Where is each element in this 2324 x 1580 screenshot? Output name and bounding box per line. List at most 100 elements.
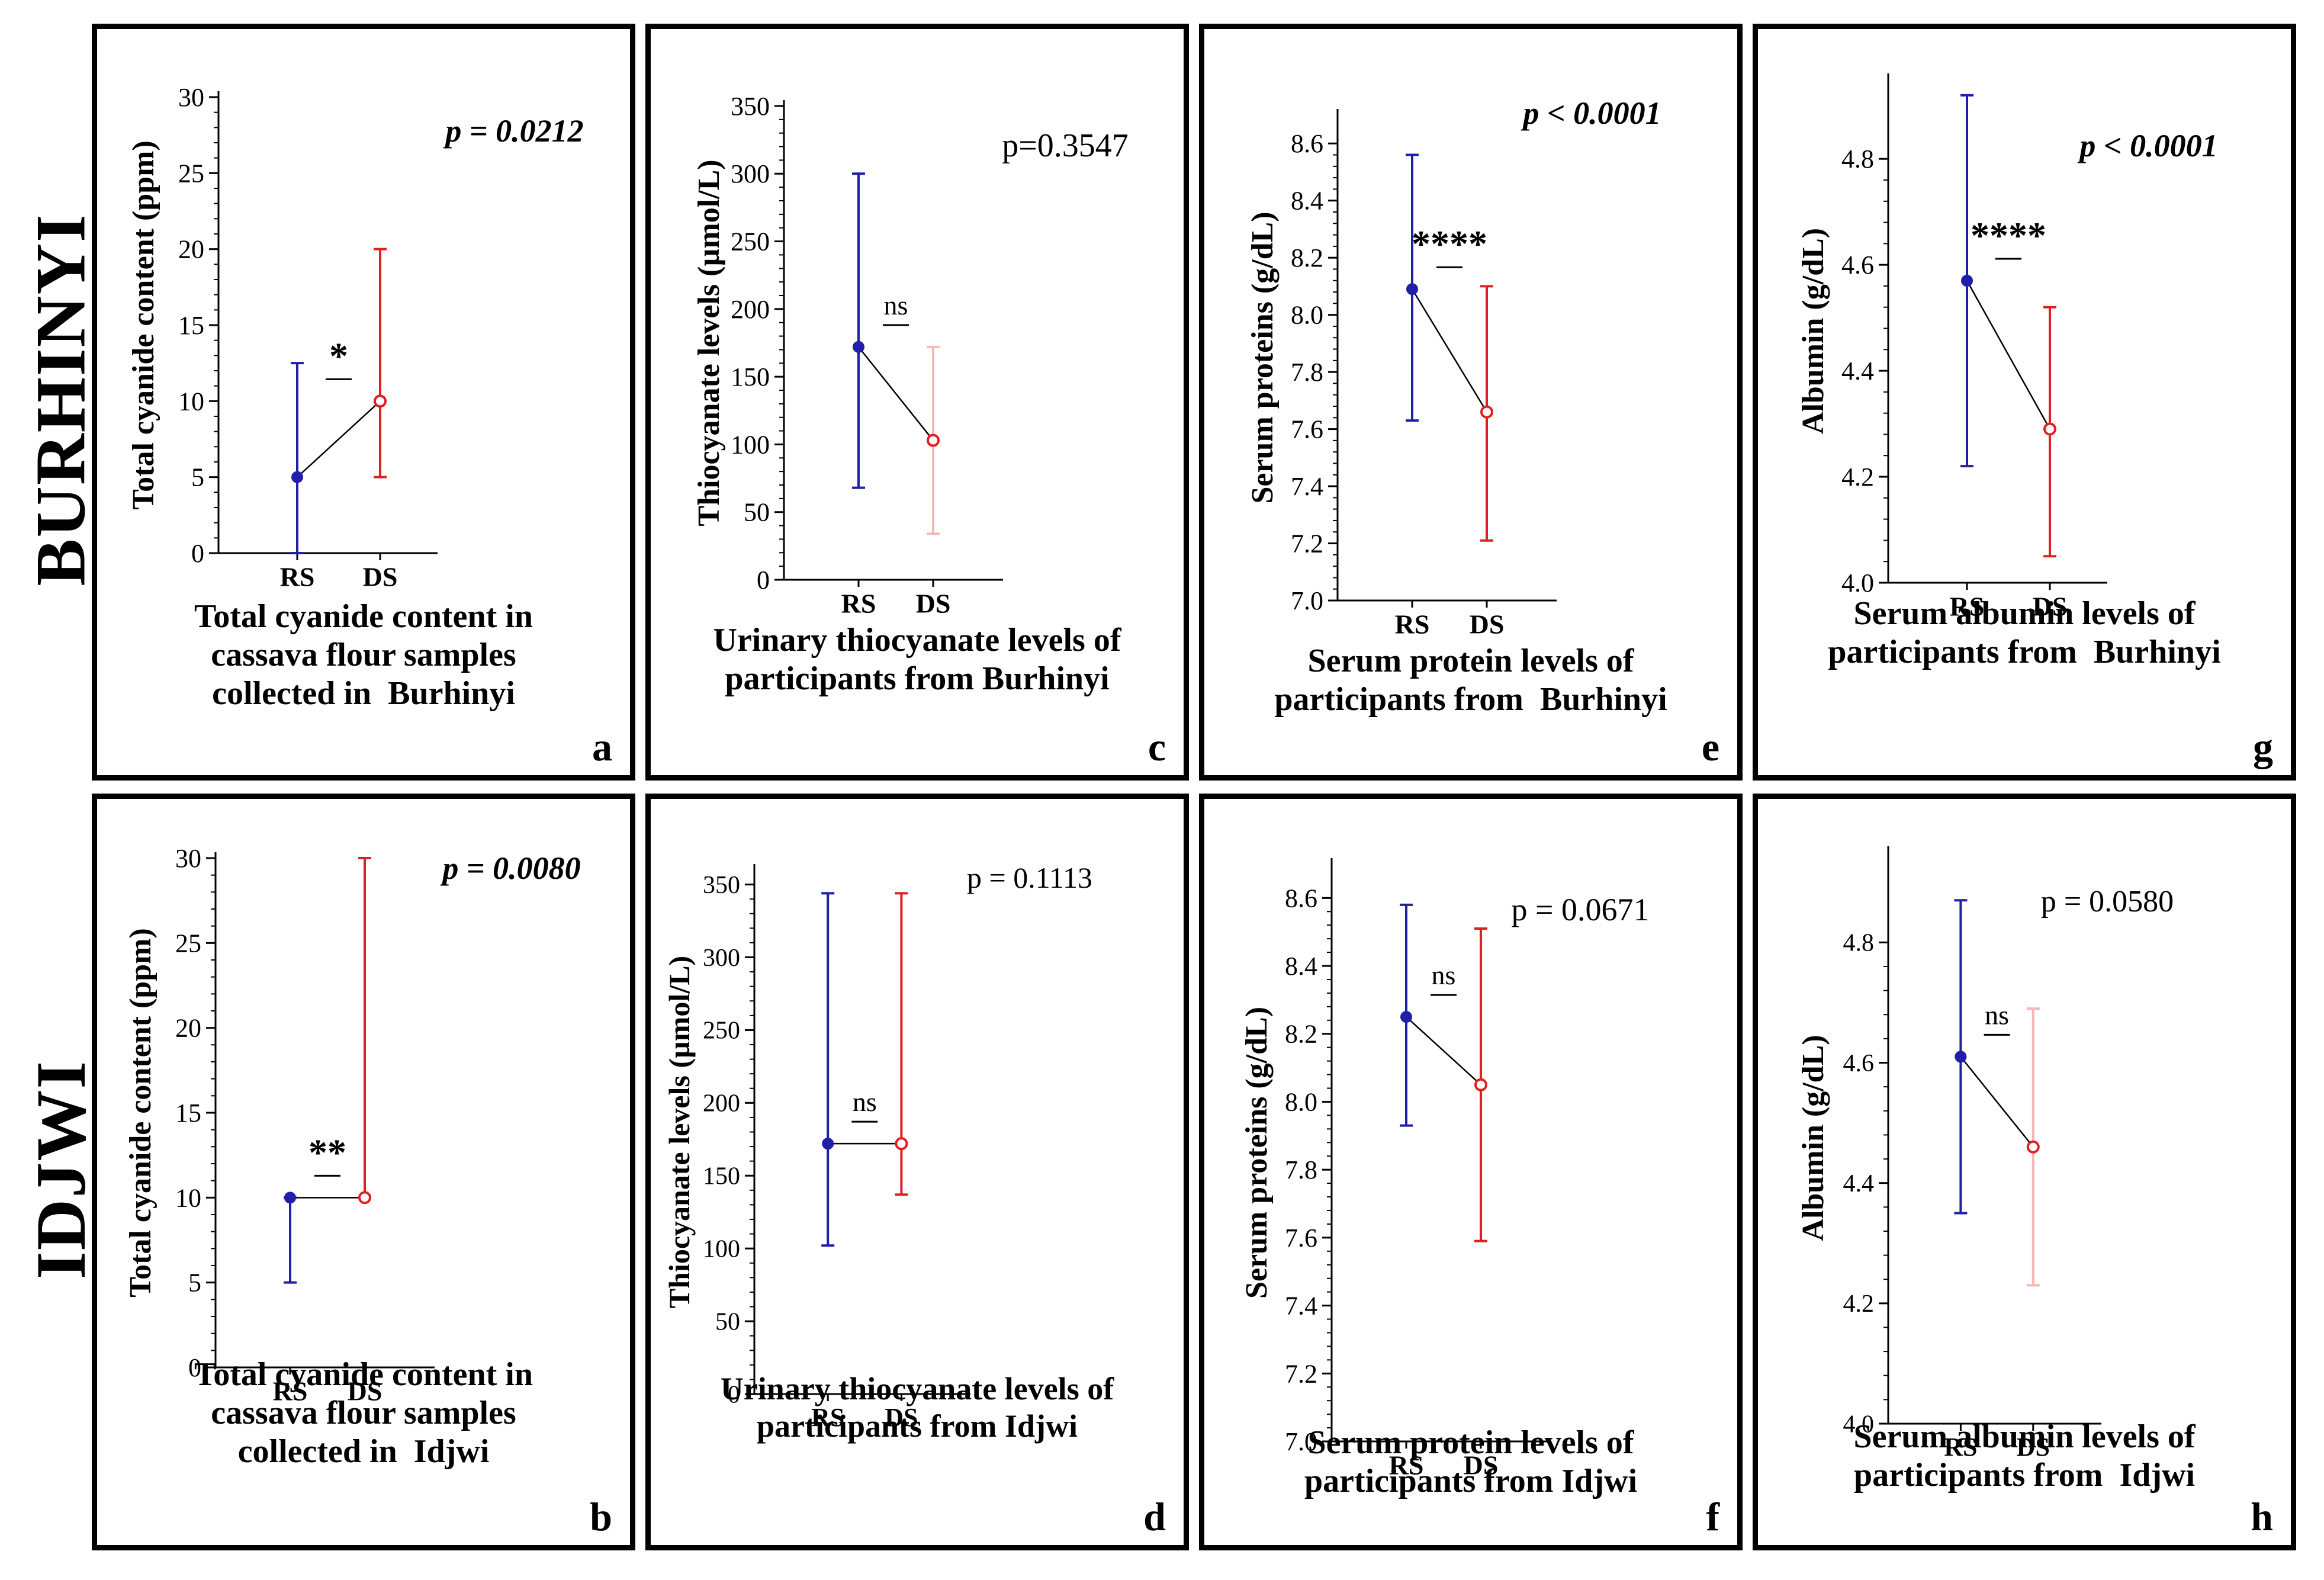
y-tick-label: 4.4 <box>1843 1170 1875 1197</box>
y-tick-label: 8.4 <box>1285 952 1317 981</box>
chart-h: 4.0 4.2 4.4 4.6 4.8 Albumin (g/dL) RS DS ns p = 0… <box>1796 846 2174 1462</box>
y-tick-label: 7.4 <box>1285 1292 1317 1321</box>
y-tick-label: 4.4 <box>1841 357 1874 386</box>
caption-line: participants from Idjwi <box>1853 1456 2196 1494</box>
chart-d: 0 50 100 150 200 250 300 350 Thiocyanate levels … <box>663 861 1092 1432</box>
row-label-text: IDJWI <box>21 1059 100 1280</box>
significance-label: ns <box>1432 960 1456 990</box>
panel-letter: a <box>592 724 612 769</box>
significance-label: * <box>329 335 348 377</box>
caption-line: Urinary thiocyanate levels of <box>720 1371 1114 1406</box>
caption-line: cassava flour samples <box>211 1394 516 1431</box>
y-tick-label: 25 <box>178 159 204 188</box>
y-tick-label: 4.2 <box>1841 463 1874 492</box>
chart-c: 0 50 100 150 200 250 300 350 Thiocyanate levels … <box>692 92 1129 619</box>
p-value: p = 0.0212 <box>443 113 583 149</box>
y-tick-label: 25 <box>175 929 201 958</box>
caption-line: participants from Idjwi <box>756 1408 1078 1444</box>
panel-caption: Urinary thiocyanate levels of participant… <box>651 1370 1184 1444</box>
y-tick-label: 5 <box>191 463 204 492</box>
caption-line: Serum protein levels of <box>1307 643 1634 679</box>
panel-caption: Serum albumin levels of participants from… <box>1758 1418 2291 1495</box>
y-tick-label: 350 <box>731 92 770 121</box>
mean-point-rs <box>1955 1051 1967 1063</box>
panel-letter: b <box>590 1494 612 1539</box>
y-tick-label: 10 <box>175 1183 201 1212</box>
y-tick-label: 250 <box>703 1017 740 1045</box>
mean-point-ds <box>1480 405 1493 419</box>
panel-letter: c <box>1147 724 1166 769</box>
y-axis-label: Total cyanide content (ppm) <box>127 140 160 510</box>
error-bar-ds <box>358 857 371 1199</box>
y-axis-label: Serum proteins (g/dL) <box>1246 211 1280 503</box>
chart-g: 4.0 4.2 4.4 4.6 4.8 Albumin (g/dL) RS DS **** p <… <box>1796 73 2218 622</box>
x-tick-label-ds: DS <box>2017 1433 2050 1462</box>
y-tick-label: 8.4 <box>1291 187 1323 216</box>
y-tick-label: 7.4 <box>1291 472 1323 501</box>
row-label-text: BURHINYI <box>21 213 101 586</box>
p-value: p = 0.0671 <box>1512 892 1650 927</box>
chart-b: 0 5 10 15 20 25 30 Total cyanide content (ppm) R… <box>124 844 581 1406</box>
caption-line: Total cyanide content in <box>194 598 533 635</box>
caption-line: participants from Burhinyi <box>725 660 1110 697</box>
y-tick-label: 0 <box>188 1353 201 1382</box>
panel-d: 0 50 100 150 200 250 300 350 Thiocyanate levels … <box>645 794 1189 1550</box>
chart-f: 7.0 7.2 7.4 7.6 7.8 8.0 8.2 8.4 8.6 Serum protein… <box>1240 858 1650 1481</box>
caption-line: Serum albumin levels of <box>1853 595 2196 632</box>
mean-point-rs <box>1406 283 1418 296</box>
y-tick-label: 15 <box>175 1099 201 1128</box>
significance-label: **** <box>1412 223 1487 265</box>
caption-line: collected in Idjwi <box>237 1433 490 1470</box>
y-tick-label: 15 <box>178 311 204 340</box>
y-tick-label: 8.0 <box>1291 301 1323 330</box>
caption-line: participants from Burhinyi <box>1274 680 1667 718</box>
significance-label: ** <box>308 1131 346 1173</box>
panel-caption: Serum protein levels of participants from… <box>1204 1424 1737 1501</box>
panel-h: 4.0 4.2 4.4 4.6 4.8 Albumin (g/dL) RS DS ns p = 0… <box>1753 794 2296 1550</box>
y-tick-label: 20 <box>178 235 204 264</box>
y-axis-label: Total cyanide content (ppm) <box>124 928 157 1298</box>
y-tick-label: 10 <box>178 387 204 416</box>
y-tick-label: 100 <box>703 1235 740 1263</box>
chart-a: 0 5 10 15 20 25 30 Total cyanide content (ppm) R… <box>127 83 584 592</box>
x-tick-label-rs: RS <box>273 1376 308 1406</box>
caption-line: Serum protein levels of <box>1307 1424 1634 1461</box>
mean-point-rs <box>1961 275 1973 287</box>
panel-letter: g <box>2253 724 2273 769</box>
y-tick-label: 0 <box>191 539 204 568</box>
mean-connector-line <box>858 346 934 441</box>
panel-caption: Serum protein levels of participants from… <box>1204 642 1737 719</box>
y-tick-label: 4.0 <box>1843 1411 1875 1438</box>
y-axis-label: Albumin (g/dL) <box>1796 228 1830 434</box>
mean-connector-line <box>1411 288 1488 413</box>
mean-point-ds <box>927 433 940 447</box>
y-tick-label: 8.2 <box>1291 243 1323 272</box>
mean-point-rs <box>291 471 303 483</box>
caption-line: collected in Burhinyi <box>212 675 515 712</box>
y-tick-label: 150 <box>703 1163 740 1190</box>
x-tick-label-ds: DS <box>885 1403 918 1432</box>
y-axis-label: Thiocyanate levels (µmol/L) <box>663 956 696 1308</box>
y-tick-label: 100 <box>731 430 770 459</box>
caption-line: participants from Idjwi <box>1304 1462 1638 1499</box>
mean-connector-line <box>297 400 381 478</box>
p-value: p < 0.0001 <box>2077 128 2217 163</box>
panel-a: 0 5 10 15 20 25 30 Total cyanide content (ppm) R… <box>92 24 635 781</box>
p-value: p = 0.0580 <box>2041 885 2174 919</box>
mean-connector-line <box>1406 1016 1481 1086</box>
error-bar-rs <box>284 1196 297 1284</box>
x-tick-label-ds: DS <box>363 562 398 592</box>
y-tick-label: 4.8 <box>1841 144 1874 174</box>
panel-e: 7.0 7.2 7.4 7.6 7.8 8.0 8.2 8.4 8.6 Serum protein… <box>1199 24 1743 781</box>
y-tick-label: 7.8 <box>1291 358 1323 387</box>
panel-caption: Total cyanide content in cassava flour sa… <box>97 598 630 713</box>
y-axis-label: Albumin (g/dL) <box>1796 1035 1830 1241</box>
panel-b: 0 5 10 15 20 25 30 Total cyanide content (ppm) R… <box>92 794 635 1550</box>
mean-point-ds <box>2026 1140 2040 1154</box>
y-tick-label: 4.2 <box>1843 1290 1875 1318</box>
y-tick-label: 7.6 <box>1285 1223 1317 1253</box>
y-axis-label: Serum proteins (g/dL) <box>1240 1007 1274 1299</box>
x-tick-label-rs: RS <box>811 1403 844 1432</box>
panel-letter: d <box>1143 1494 1166 1539</box>
